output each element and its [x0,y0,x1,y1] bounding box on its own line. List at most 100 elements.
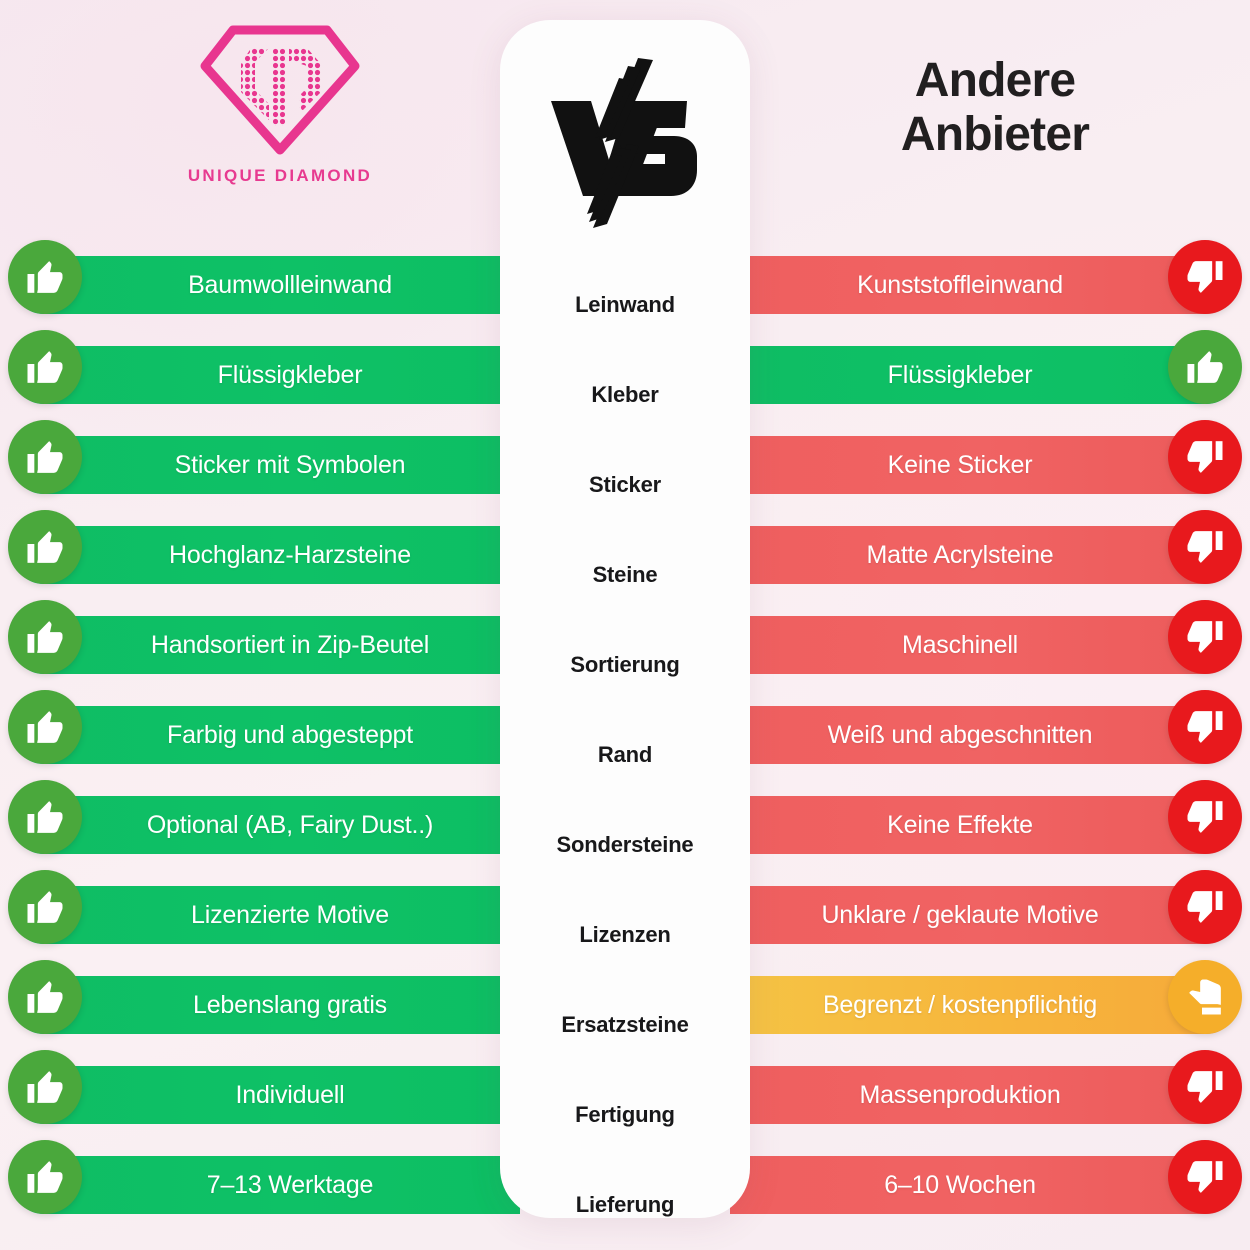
comparison-rows: Baumwollleinwand Kunststoffleinwand Flüssi… [0,240,1250,1240]
thumbs-up-icon [8,510,82,584]
unique-diamond-cell: Lebenslang gratis [14,976,520,1034]
right-title-line1: Andere [914,54,1076,107]
unique-diamond-cell: Sticker mit Symbolen [14,436,520,494]
thumbs-down-icon [1168,1140,1242,1214]
table-row: Flüssigkleber Flüssigkleber [0,330,1250,420]
feature-label: Rand [500,710,750,800]
cell-text: 6–10 Wochen [884,1170,1036,1199]
other-provider-cell: Begrenzt / kostenpflichtig [730,976,1236,1034]
cell-text: Hochglanz-Harzsteine [169,540,411,569]
cell-text: Keine Effekte [887,810,1033,839]
cell-text: Flüssigkleber [887,360,1033,389]
unique-diamond-cell: Hochglanz-Harzsteine [14,526,520,584]
table-row: Optional (AB, Fairy Dust..) Keine Effekte [0,780,1250,870]
table-row: Farbig und abgesteppt Weiß und abgeschnit… [0,690,1250,780]
table-row: Lebenslang gratis Begrenzt / kostenpflich… [0,960,1250,1050]
feature-label-text: Steine [592,562,658,587]
table-row: Baumwollleinwand Kunststoffleinwand [0,240,1250,330]
feature-label: Sticker [500,440,750,530]
cell-text: Individuell [235,1080,345,1109]
table-row: Hochglanz-Harzsteine Matte Acrylsteine [0,510,1250,600]
feature-label-text: Lizenzen [579,922,671,947]
feature-label-text: Fertigung [575,1102,675,1127]
vs-lightning-icon [500,48,750,238]
feature-label-text: Kleber [591,382,659,407]
thumbs-down-icon [1168,870,1242,944]
thumbs-up-icon [8,420,82,494]
thumbs-down-icon [1168,1050,1242,1124]
other-provider-cell: Maschinell [730,616,1236,674]
thumbs-up-icon [1168,330,1242,404]
cell-text: Unklare / geklaute Motive [821,900,1099,929]
thumbs-up-icon [8,1140,82,1214]
feature-label: Lizenzen [500,890,750,980]
header: UNIQUE DIAMOND Andere Anbieter [0,0,1250,240]
feature-label: Ersatzsteine [500,980,750,1070]
table-row: Individuell Massenproduktion [0,1050,1250,1140]
feature-label: Kleber [500,350,750,440]
other-provider-cell: Massenproduktion [730,1066,1236,1124]
feature-label: Steine [500,530,750,620]
thumbs-down-icon [1168,420,1242,494]
brand-name: UNIQUE DIAMOND [187,166,373,185]
feature-label-text: Rand [597,742,653,767]
other-provider-cell: Flüssigkleber [730,346,1236,404]
right-title-line2: Anbieter [900,108,1090,162]
feature-label-text: Lieferung [575,1192,675,1217]
thumbs-up-icon [8,960,82,1034]
feature-label-column: Leinwand Kleber Sticker Steine Sortierung Ran… [500,260,750,1250]
other-provider-cell: Weiß und abgeschnitten [730,706,1236,764]
feature-label-text: Ersatzsteine [561,1012,689,1037]
other-provider-cell: Keine Effekte [730,796,1236,854]
other-provider-cell: 6–10 Wochen [730,1156,1236,1214]
thumbs-down-icon [1168,600,1242,674]
feature-label: Fertigung [500,1070,750,1160]
cell-text: Farbig und abgesteppt [167,720,413,749]
feature-label-text: Sondersteine [556,832,694,857]
cell-text: Keine Sticker [887,450,1033,479]
feature-label: Sondersteine [500,800,750,890]
unique-diamond-cell: Flüssigkleber [14,346,520,404]
cell-text: Matte Acrylsteine [866,540,1054,569]
unique-diamond-cell: Individuell [14,1066,520,1124]
thumbs-up-icon [8,690,82,764]
cell-text: Weiß und abgeschnitten [827,720,1093,749]
other-provider-cell: Unklare / geklaute Motive [730,886,1236,944]
cell-text: Flüssigkleber [217,360,363,389]
unique-diamond-cell: 7–13 Werktage [14,1156,520,1214]
thumbs-down-icon [1168,240,1242,314]
cell-text: Optional (AB, Fairy Dust..) [146,810,434,839]
center-feature-card: Leinwand Kleber Sticker Steine Sortierung Ran… [500,20,750,1218]
cell-text: Begrenzt / kostenpflichtig [822,990,1098,1019]
feature-label: Leinwand [500,260,750,350]
right-column-title: Andere Anbieter [770,54,1220,162]
cell-text: Massenproduktion [859,1080,1061,1109]
feature-label: Lieferung [500,1160,750,1250]
cell-text: Kunststoffleinwand [857,270,1063,299]
thumbs-down-icon [1168,780,1242,854]
thumbs-up-icon [8,870,82,944]
unique-diamond-cell: Lizenzierte Motive [14,886,520,944]
thumbs-down-icon [1168,510,1242,584]
diamond-logo-icon [195,20,365,160]
cell-text: Maschinell [901,630,1019,659]
feature-label-text: Leinwand [575,292,675,317]
cell-text: Lebenslang gratis [193,990,387,1019]
thumbs-side-icon [1168,960,1242,1034]
thumbs-down-icon [1168,690,1242,764]
feature-label: Sortierung [500,620,750,710]
other-provider-cell: Keine Sticker [730,436,1236,494]
cell-text: 7–13 Werktage [206,1170,374,1199]
brand-block: UNIQUE DIAMOND [60,20,500,230]
unique-diamond-cell: Baumwollleinwand [14,256,520,314]
cell-text: Baumwollleinwand [188,270,392,299]
other-provider-cell: Kunststoffleinwand [730,256,1236,314]
cell-text: Lizenzierte Motive [191,900,389,929]
thumbs-up-icon [8,780,82,854]
thumbs-up-icon [8,330,82,404]
table-row: Handsortiert in Zip-Beutel Maschinell [0,600,1250,690]
thumbs-up-icon [8,600,82,674]
unique-diamond-cell: Handsortiert in Zip-Beutel [14,616,520,674]
thumbs-up-icon [8,240,82,314]
unique-diamond-cell: Farbig und abgesteppt [14,706,520,764]
